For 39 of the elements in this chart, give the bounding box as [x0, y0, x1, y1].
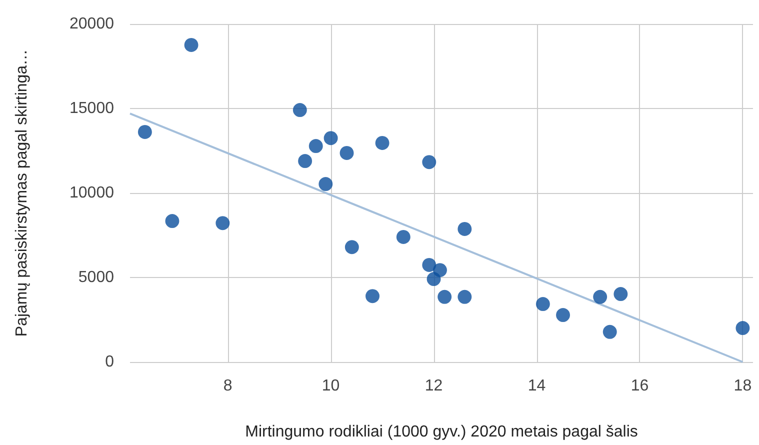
point: [556, 308, 570, 322]
y-tick-label: 5000: [78, 269, 114, 286]
point: [458, 222, 472, 236]
point: [396, 230, 410, 244]
point: [308, 139, 323, 154]
y-tick-label: 0: [105, 354, 114, 370]
x-tick-label: 10: [322, 378, 340, 394]
x-axis-title: Mirtingumo rodikliai (1000 gyv.) 2020 metais pagal šalis: [245, 424, 638, 440]
point: [292, 103, 307, 118]
y-axis-title: Pajamų pasiskirstymas pagal skirtinga…: [14, 49, 30, 337]
x-tick-label: 16: [630, 378, 649, 394]
point: [614, 287, 628, 302]
point: [432, 263, 447, 278]
point: [593, 290, 608, 304]
point: [138, 124, 152, 139]
point: [536, 297, 550, 312]
point: [422, 155, 436, 170]
point: [344, 240, 359, 254]
y-tick-label: 20000: [70, 16, 114, 32]
point: [340, 146, 354, 160]
point: [216, 216, 230, 230]
point: [184, 38, 198, 52]
point: [324, 131, 338, 146]
point: [458, 290, 472, 304]
y-tick-label: 15000: [70, 100, 114, 117]
point: [438, 290, 452, 304]
point: [366, 289, 380, 304]
point: [602, 324, 617, 339]
x-tick-label: 14: [528, 378, 546, 394]
y-tick-label: 10000: [70, 184, 114, 202]
x-tick-label: 8: [223, 378, 232, 394]
x-tick-label: 12: [424, 378, 443, 394]
point: [318, 177, 333, 192]
point: [375, 136, 390, 150]
point: [165, 214, 180, 228]
point: [298, 154, 312, 168]
point: [422, 258, 436, 272]
point: [736, 321, 750, 336]
x-tick-label: 18: [734, 378, 752, 394]
